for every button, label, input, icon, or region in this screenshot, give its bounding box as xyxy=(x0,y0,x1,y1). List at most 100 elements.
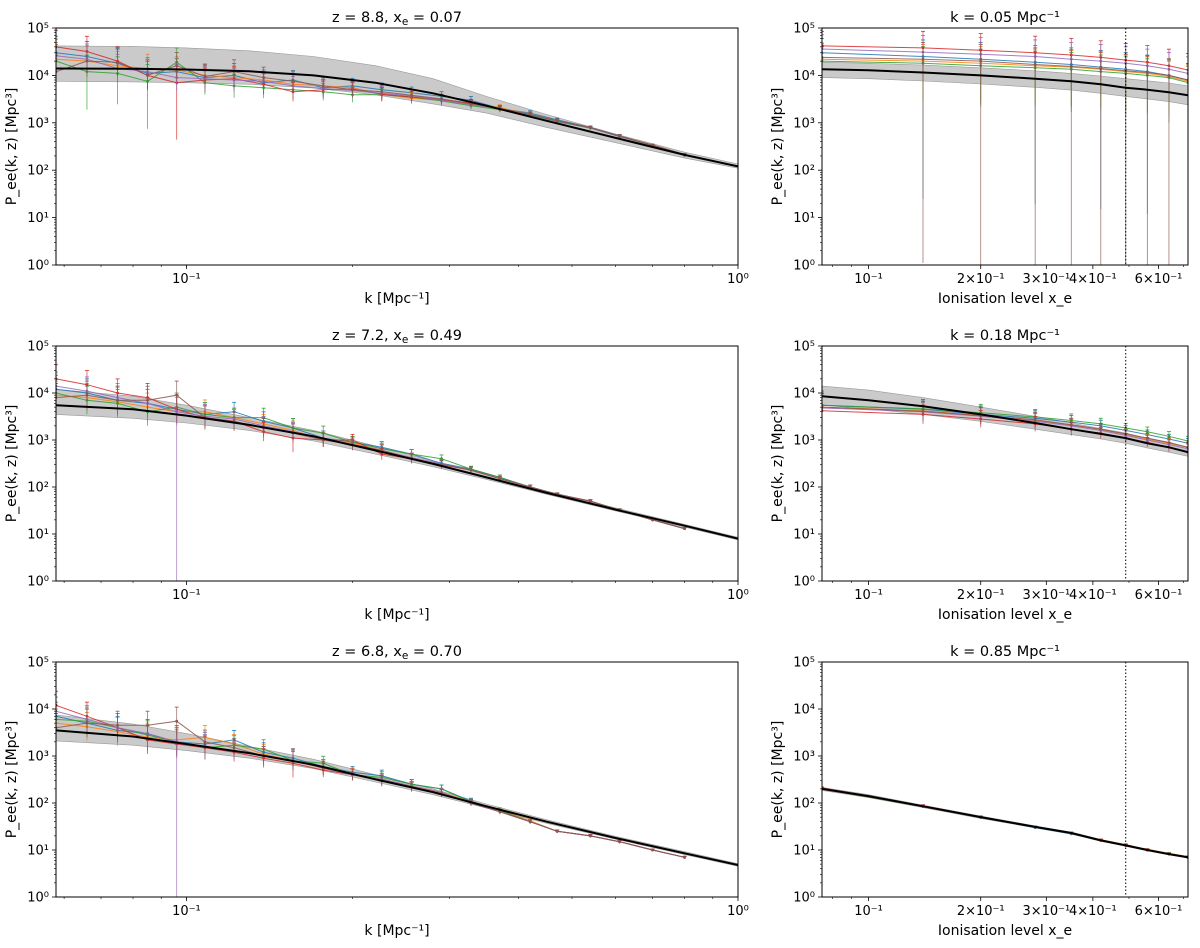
y-tick-label: 10⁵ xyxy=(27,22,49,37)
plot-area xyxy=(56,364,738,581)
data-point xyxy=(683,855,686,859)
theory-curve xyxy=(56,404,738,540)
data-point xyxy=(1069,423,1073,427)
data-point xyxy=(1167,434,1171,438)
y-tick-label: 10⁴ xyxy=(793,387,815,402)
y-tick-label: 10⁰ xyxy=(793,575,815,590)
data-point xyxy=(175,393,179,397)
theory-curve xyxy=(56,729,738,866)
title-tail: = 0.70 xyxy=(408,644,462,660)
x-tick-label: 3×10⁻¹ xyxy=(1022,588,1070,603)
data-point xyxy=(1167,74,1171,77)
x-tick-label: 10⁰ xyxy=(727,272,749,287)
title-tail: = 0.49 xyxy=(408,328,462,344)
y-tick-label: 10⁴ xyxy=(27,703,49,718)
data-point xyxy=(1099,427,1103,431)
y-tick-label: 10³ xyxy=(793,434,815,449)
y-tick-label: 10⁰ xyxy=(793,891,815,906)
x-tick-label: 6×10⁻¹ xyxy=(1135,904,1183,919)
series-line xyxy=(822,406,1188,448)
x-tick-label: 2×10⁻¹ xyxy=(957,904,1005,919)
data-point xyxy=(1167,441,1171,445)
panel-title: k = 0.85 Mpc⁻¹ xyxy=(950,644,1060,660)
title-subscript: e xyxy=(402,16,408,28)
axes-frame xyxy=(55,27,739,266)
data-point xyxy=(1145,430,1149,434)
x-tick-label: 4×10⁻¹ xyxy=(1069,588,1117,603)
y-tick-label: 10⁴ xyxy=(793,69,815,84)
x-tick-label: 10⁻¹ xyxy=(172,588,201,603)
axes-frame xyxy=(821,345,1189,582)
data-point xyxy=(469,468,473,472)
y-tick-label: 10⁵ xyxy=(27,656,49,671)
series-line xyxy=(822,404,1188,444)
y-tick-label: 10⁰ xyxy=(27,575,49,590)
panel-title: z = 7.2, xe = 0.49 xyxy=(332,328,462,346)
data-point xyxy=(1033,418,1037,422)
data-point xyxy=(528,113,532,116)
data-point xyxy=(262,76,266,79)
chart-panel-p4: 10⁰ 10¹ 10² 10³ 10⁴ 10⁵ 10⁻¹ 2×10⁻¹ 3×10⁻¹4×10⁻¹… xyxy=(770,328,1189,623)
theory-curve xyxy=(56,67,738,168)
series-line xyxy=(822,60,1188,84)
y-tick-label: 10⁰ xyxy=(793,259,815,274)
data-point xyxy=(651,848,654,852)
data-point xyxy=(146,74,149,77)
plot-area xyxy=(56,690,738,897)
data-point xyxy=(555,829,559,833)
x-tick-label: 2×10⁻¹ xyxy=(957,588,1005,603)
y-tick-label: 10² xyxy=(793,481,815,496)
series-tab-brown xyxy=(822,42,1188,265)
x-tick-label: 6×10⁻¹ xyxy=(1135,588,1183,603)
x-axis-label: Ionisation level x_e xyxy=(938,607,1072,623)
y-axis-label: P_ee(k, z) [Mpc³] xyxy=(4,721,20,839)
x-axis-label: k [Mpc⁻¹] xyxy=(364,923,429,939)
y-axis-label: P_ee(k, z) [Mpc³] xyxy=(770,721,786,839)
title-main: z = 8.8, x xyxy=(332,10,402,26)
y-tick-label: 10² xyxy=(27,797,49,812)
data-point xyxy=(921,409,925,413)
x-tick-label: 10⁰ xyxy=(727,588,749,603)
plot-area xyxy=(822,346,1188,581)
data-point xyxy=(232,746,236,750)
title-main: k = 0.85 Mpc⁻¹ xyxy=(950,644,1060,660)
x-tick-label: 10⁻¹ xyxy=(854,904,883,919)
y-tick-label: 10³ xyxy=(793,116,815,131)
title-tail: = 0.07 xyxy=(408,10,462,26)
x-axis-label: Ionisation level x_e xyxy=(938,291,1072,307)
series-line xyxy=(56,52,685,155)
series-line xyxy=(56,394,685,530)
series-line xyxy=(822,45,1188,71)
data-point xyxy=(175,719,179,723)
theory-curve xyxy=(822,68,1188,97)
y-tick-label: 10⁴ xyxy=(27,387,49,402)
x-tick-label: 4×10⁻¹ xyxy=(1069,272,1117,287)
chart-panel-p3: 10⁰ 10¹ 10² 10³ 10⁴ 10⁵ 10⁻¹ 10⁰ z = 7.2, xe = 0… xyxy=(4,328,749,623)
y-tick-label: 10³ xyxy=(27,750,49,765)
data-point xyxy=(683,527,686,531)
data-point xyxy=(589,499,592,503)
theory-curve xyxy=(822,787,1188,859)
series-line xyxy=(822,407,1188,450)
series-line xyxy=(822,56,1188,81)
data-point xyxy=(1124,426,1128,430)
data-point xyxy=(380,90,384,94)
y-tick-label: 10¹ xyxy=(793,211,815,226)
data-point xyxy=(498,477,502,481)
data-point xyxy=(979,59,983,63)
y-tick-label: 10⁵ xyxy=(793,340,815,355)
data-point xyxy=(618,134,622,138)
theory-curve xyxy=(822,395,1188,454)
y-axis-label: P_ee(k, z) [Mpc³] xyxy=(4,88,20,206)
y-tick-label: 10² xyxy=(793,797,815,812)
data-point xyxy=(1033,63,1037,66)
y-tick-label: 10³ xyxy=(27,434,49,449)
x-tick-label: 10⁻¹ xyxy=(172,904,201,919)
plot-area xyxy=(822,28,1188,265)
series-line xyxy=(56,60,685,156)
title-subscript: e xyxy=(402,650,408,662)
chart-panel-p2: 10⁰ 10¹ 10² 10³ 10⁴ 10⁵ 10⁻¹ 2×10⁻¹ 3×10⁻¹4×10⁻¹… xyxy=(770,10,1189,307)
y-axis-label: P_ee(k, z) [Mpc³] xyxy=(770,88,786,206)
data-point xyxy=(85,59,89,63)
